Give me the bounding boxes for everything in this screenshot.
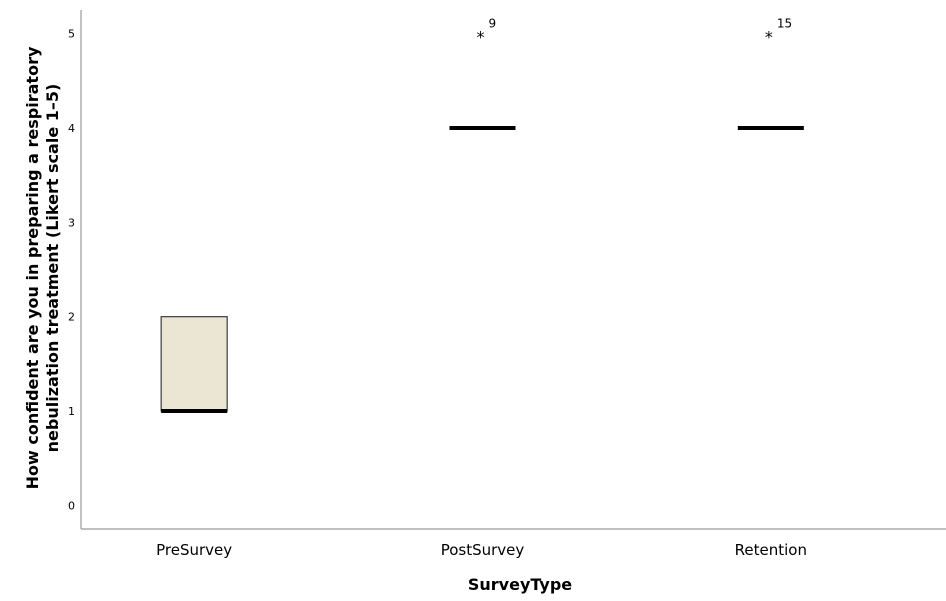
y-tick-label: 5	[68, 28, 75, 41]
y-tick-label: 2	[68, 311, 75, 324]
box-iqr	[160, 316, 228, 412]
x-tick-label: PostSurvey	[441, 541, 525, 559]
y-tick-label: 0	[68, 499, 75, 512]
box-group: * 15	[737, 17, 804, 130]
y-tick-label: 1	[68, 405, 75, 418]
outlier-label: 9	[489, 17, 497, 31]
box-group: *9	[449, 17, 516, 130]
x-tick-label: PreSurvey	[156, 541, 232, 559]
y-tick-label: 4	[68, 122, 75, 135]
box-series: *9*15	[160, 17, 804, 414]
outlier-label: 15	[777, 17, 792, 31]
y-axis-title-line-2: nebulization treatment (Likert scale 1–5…	[43, 84, 62, 453]
y-axis-title: How confident are you in preparing a res…	[23, 46, 62, 489]
y-axis-title-line-1: How confident are you in preparing a res…	[23, 46, 42, 489]
x-tick-label: Retention	[735, 541, 807, 559]
outlier-marker: *	[477, 28, 485, 47]
x-tick-labels: PreSurvey PostSurvey Retention	[156, 541, 807, 559]
y-tick-label: 3	[68, 216, 75, 229]
box-group	[160, 316, 228, 414]
x-axis-title: SurveyType	[468, 575, 572, 594]
outlier-marker: *	[765, 28, 773, 47]
y-tick-labels: 0 1 2 3 4 5	[68, 28, 75, 513]
